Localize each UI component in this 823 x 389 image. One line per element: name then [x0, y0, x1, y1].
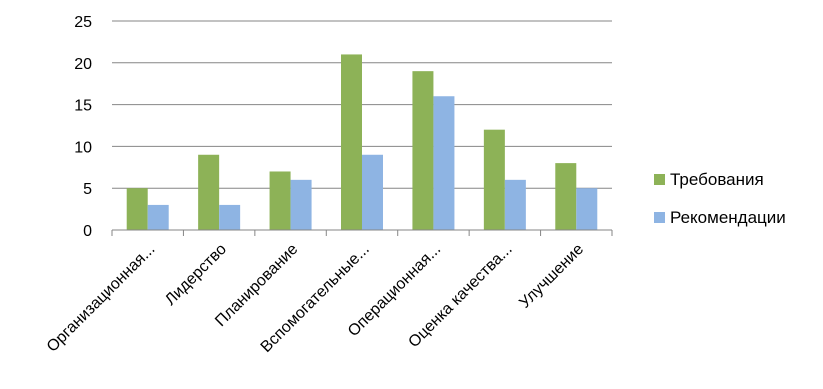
x-category-label: Организационная...	[44, 241, 159, 356]
bar-requirements	[269, 171, 291, 230]
y-tick-label: 20	[74, 56, 92, 73]
bar-recommendations	[362, 154, 383, 230]
bar-recommendations	[219, 204, 241, 230]
y-tick-label: 15	[74, 98, 92, 115]
legend-swatch-recommendations	[654, 212, 665, 223]
legend-swatch-requirements	[654, 174, 665, 185]
legend: Требования Рекомендации	[654, 170, 786, 227]
bar-requirements	[412, 71, 434, 230]
bar-recommendations	[576, 188, 598, 230]
bar-requirements	[198, 154, 220, 230]
x-axis-labels: Организационная... ЛидерствоПланированиеВ…	[44, 241, 587, 356]
y-tick-label: 10	[74, 139, 92, 156]
y-tick-label: 25	[74, 14, 92, 31]
bars	[126, 54, 598, 231]
x-category-label: Лидерство	[162, 241, 230, 309]
bar-requirements	[555, 163, 577, 230]
bar-recommendations	[290, 179, 312, 230]
y-tick-label: 0	[83, 223, 92, 240]
legend-label-recommendations: Рекомендации	[670, 208, 786, 227]
legend-label-requirements: Требования	[670, 170, 764, 189]
y-axis-ticks: 0 5 10 15 20 25	[74, 14, 92, 240]
y-tick-label: 5	[83, 181, 92, 198]
bar-recommendations	[433, 96, 455, 231]
x-axis	[111, 229, 613, 236]
bar-requirements	[341, 54, 362, 230]
x-category-label: Улучшение	[516, 241, 587, 312]
bar-recommendations	[147, 204, 169, 230]
bar-requirements	[483, 129, 505, 230]
bar-recommendations	[504, 179, 526, 230]
bar-requirements	[126, 188, 148, 230]
